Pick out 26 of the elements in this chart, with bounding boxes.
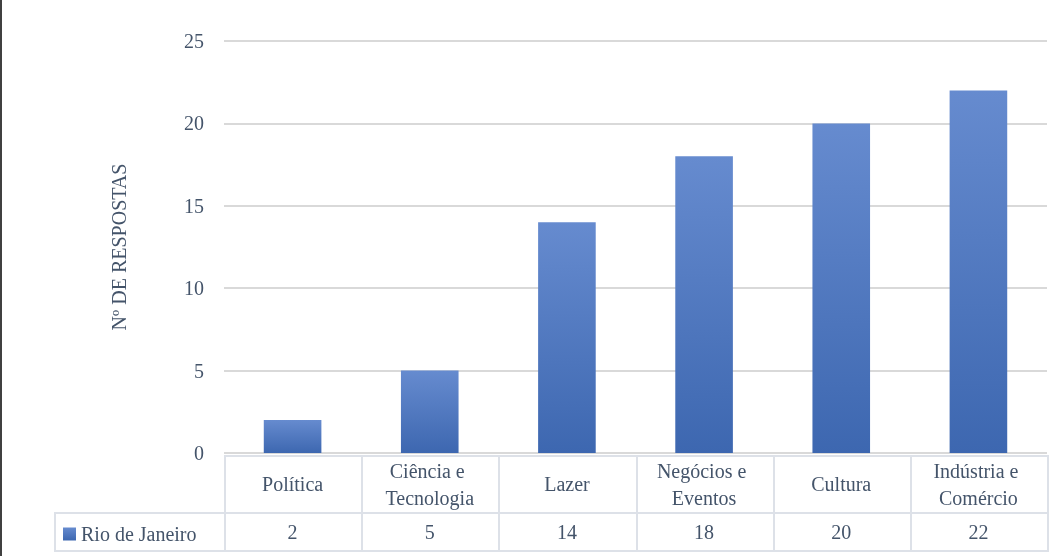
data-label: 18: [694, 521, 715, 543]
y-tick-label: 10: [184, 277, 204, 300]
y-tick-label: 5: [194, 359, 204, 382]
data-label: 20: [831, 521, 852, 543]
x-tick-label: Política: [262, 473, 324, 495]
y-tick-label: 15: [184, 194, 204, 217]
bar: [538, 222, 596, 453]
data-label: 5: [424, 521, 435, 543]
bar: [675, 156, 733, 453]
data-label: 2: [287, 521, 298, 543]
data-label: 14: [556, 521, 577, 543]
x-tick-label: Negócios e Eventos: [656, 459, 752, 509]
bar: [263, 420, 322, 453]
y-tick-label: 20: [184, 112, 204, 135]
bar: [400, 370, 459, 453]
y-tick-label: 25: [184, 30, 204, 52]
x-tick-label: Cultura: [811, 473, 872, 495]
bar: [949, 90, 1008, 453]
x-tick-label: Lazer: [544, 473, 591, 495]
bar: [812, 123, 871, 453]
x-tick-label: Ciência e Tecnologia: [385, 459, 475, 510]
y-axis-title: Nº DE RESPOSTAS: [108, 163, 130, 331]
legend-label: Rio de Janeiro: [81, 523, 197, 545]
y-tick-label: 0: [194, 442, 204, 464]
x-tick-label: Indústria e Comércio: [933, 459, 1024, 509]
data-label: 22: [968, 521, 989, 543]
